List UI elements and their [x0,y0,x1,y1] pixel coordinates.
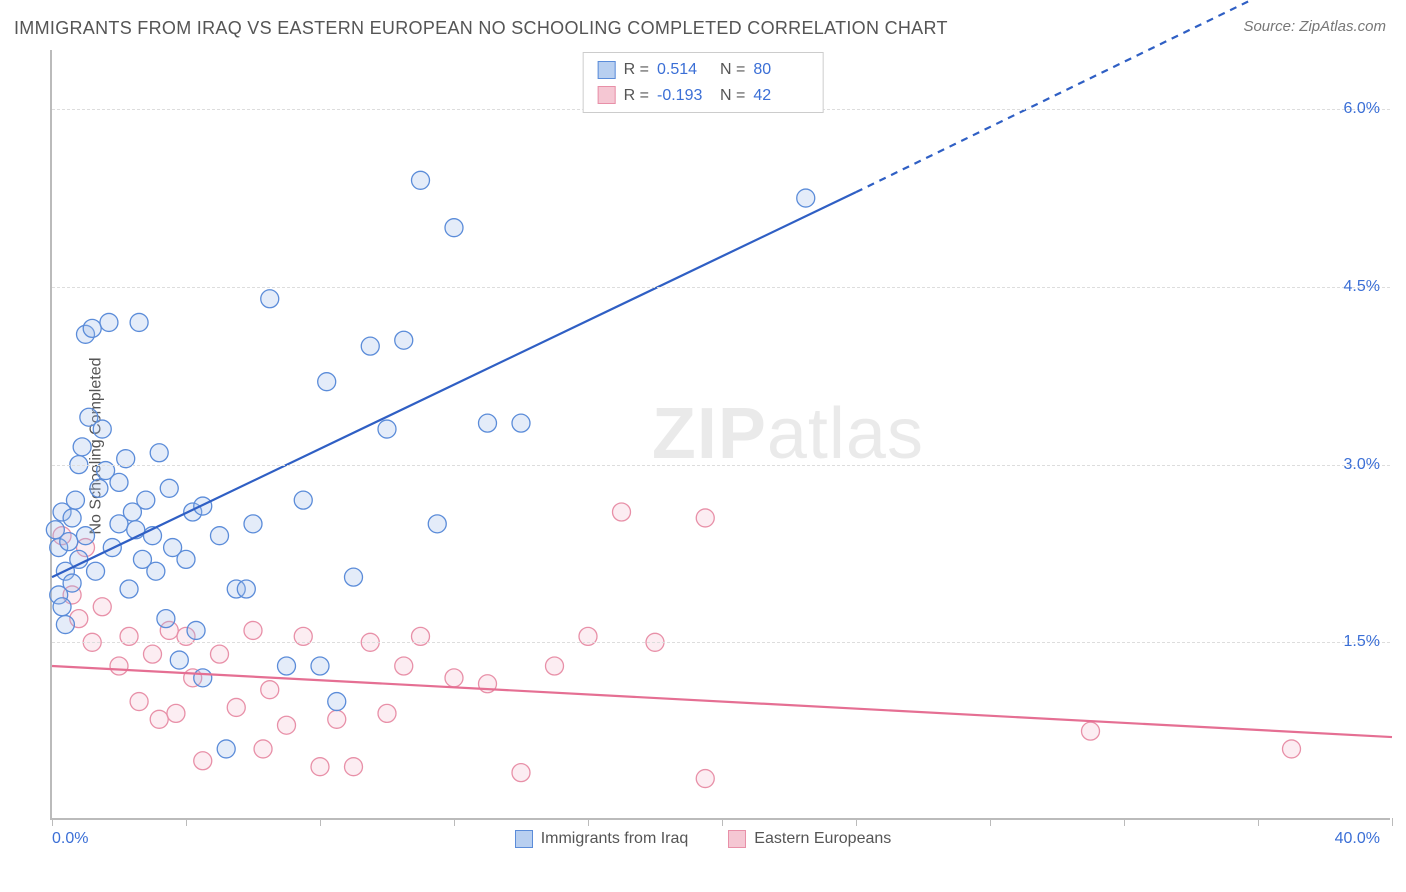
stat-n-value: 80 [753,57,808,83]
chart-svg [52,50,1390,818]
stats-row-iraq: R = 0.514 N = 80 [598,57,809,83]
swatch-icon [728,830,746,848]
plot-area: ZIPatlas 1.5%3.0%4.5%6.0% [50,50,1390,820]
legend-item-iraq: Immigrants from Iraq [515,830,689,848]
swatch-icon [598,86,616,104]
legend-label: Eastern Europeans [754,830,891,848]
legend-label: Immigrants from Iraq [541,830,689,848]
stat-r-label: R = [624,83,649,109]
stats-row-eastern: R = -0.193 N = 42 [598,83,809,109]
stat-n-label: N = [720,83,745,109]
y-tick-label: 4.5% [1344,278,1380,296]
stat-r-label: R = [624,57,649,83]
swatch-icon [515,830,533,848]
stats-box: R = 0.514 N = 80 R = -0.193 N = 42 [583,52,824,113]
stat-n-label: N = [720,57,745,83]
source-attribution: Source: ZipAtlas.com [1243,18,1386,35]
swatch-icon [598,61,616,79]
legend: Immigrants from Iraq Eastern Europeans [0,830,1406,848]
stat-r-value: 0.514 [657,57,712,83]
y-tick-label: 1.5% [1344,633,1380,651]
y-tick-label: 3.0% [1344,456,1380,474]
stat-r-value: -0.193 [657,83,712,109]
y-tick-label: 6.0% [1344,100,1380,118]
chart-title: IMMIGRANTS FROM IRAQ VS EASTERN EUROPEAN… [14,18,948,39]
legend-item-eastern: Eastern Europeans [728,830,891,848]
stat-n-value: 42 [753,83,808,109]
